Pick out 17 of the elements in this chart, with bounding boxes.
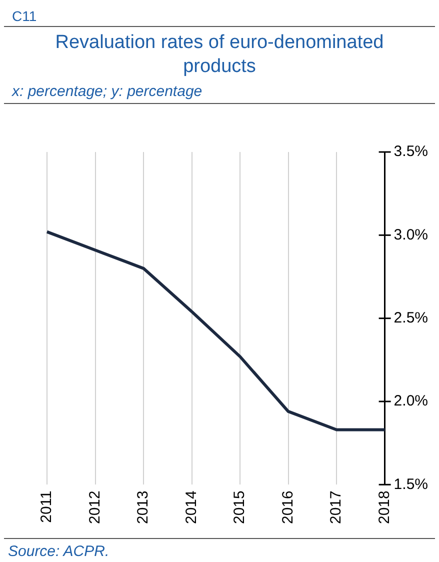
x-tick-label: 2012	[86, 490, 104, 524]
x-tick-label: 2017	[328, 490, 345, 524]
x-tick-label: 2015	[231, 490, 248, 524]
x-tick-label: 2016	[279, 490, 296, 524]
y-tick-label: 2.5%	[394, 309, 428, 326]
y-tick-label: 2.0%	[394, 392, 428, 410]
x-tick-label: 2018	[376, 490, 393, 524]
x-tick-label: 2014	[182, 490, 200, 524]
x-tick-label: 2011	[38, 490, 56, 523]
source-note: Source: ACPR.	[4, 538, 435, 562]
y-tick-label: 1.5%	[394, 476, 428, 493]
x-tick-label: 2013	[134, 490, 152, 524]
y-tick-label: 3.5%	[394, 143, 428, 160]
chart-title: Revaluation rates of euro-denominated products	[54, 31, 385, 79]
y-tick-label: 3.0%	[394, 226, 428, 244]
text: C11	[4, 0, 435, 27]
chart-subtitle: x: percentage; y: percentage	[4, 81, 435, 104]
